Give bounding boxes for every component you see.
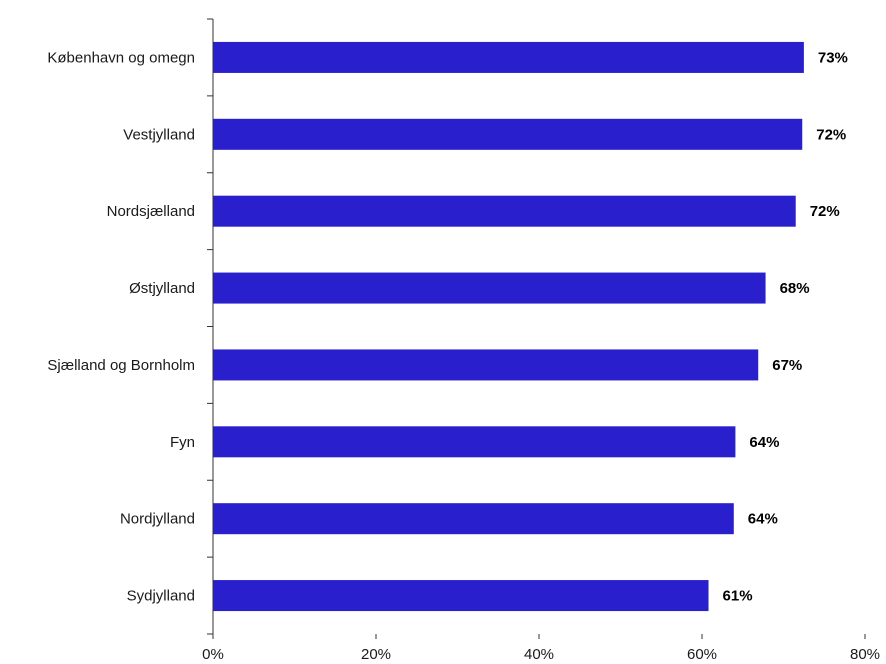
category-label: Fyn <box>170 434 195 451</box>
category-label: København og omegn <box>47 49 195 66</box>
category-label: Nordjylland <box>120 511 195 528</box>
x-tick-label: 20% <box>361 646 391 663</box>
value-label: 61% <box>723 588 753 605</box>
category-label: Vestjylland <box>123 126 195 143</box>
bar <box>213 195 796 227</box>
value-labels-group: 73% 72% 72% 68% 67% 64% 64% 61% <box>723 49 848 604</box>
category-label: Nordsjælland <box>107 203 195 220</box>
value-label: 68% <box>780 280 810 297</box>
value-label: 72% <box>816 126 846 143</box>
bar <box>213 426 736 458</box>
bar <box>213 41 804 73</box>
x-tick-label: 80% <box>850 646 880 663</box>
value-label: 64% <box>749 434 779 451</box>
bar <box>213 349 759 381</box>
category-label: Østjylland <box>129 280 195 297</box>
x-tick-label: 40% <box>524 646 554 663</box>
x-axis-ticks-group: 0% 20% 40% 60% 80% <box>202 634 880 663</box>
bar <box>213 503 734 535</box>
value-label: 64% <box>748 511 778 528</box>
x-tick-label: 60% <box>687 646 717 663</box>
bar <box>213 272 766 304</box>
category-labels-group: København og omegn Vestjylland Nordsjællan… <box>47 49 195 604</box>
value-label: 73% <box>818 49 848 66</box>
bars-group <box>213 41 804 612</box>
x-tick-label: 0% <box>202 646 224 663</box>
category-label: Sydjylland <box>127 588 195 605</box>
category-label: Sjælland og Bornholm <box>47 357 195 374</box>
y-axis-ticks-group <box>207 18 213 635</box>
bar <box>213 580 709 612</box>
value-label: 67% <box>772 357 802 374</box>
bar <box>213 118 803 150</box>
value-label: 72% <box>810 203 840 220</box>
